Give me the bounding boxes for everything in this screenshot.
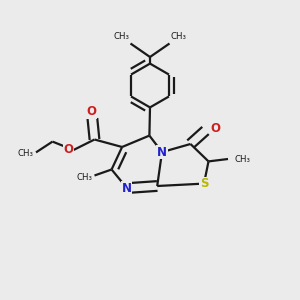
Text: O: O: [63, 142, 73, 156]
Text: N: N: [122, 182, 132, 195]
Text: CH₃: CH₃: [113, 32, 129, 41]
Text: CH₃: CH₃: [76, 173, 92, 182]
Text: CH₃: CH₃: [235, 154, 250, 164]
Text: O: O: [210, 122, 220, 135]
Text: CH₃: CH₃: [171, 32, 187, 41]
Text: S: S: [200, 177, 208, 190]
Text: O: O: [87, 105, 97, 119]
Text: N: N: [157, 146, 167, 159]
Text: CH₃: CH₃: [18, 148, 34, 158]
